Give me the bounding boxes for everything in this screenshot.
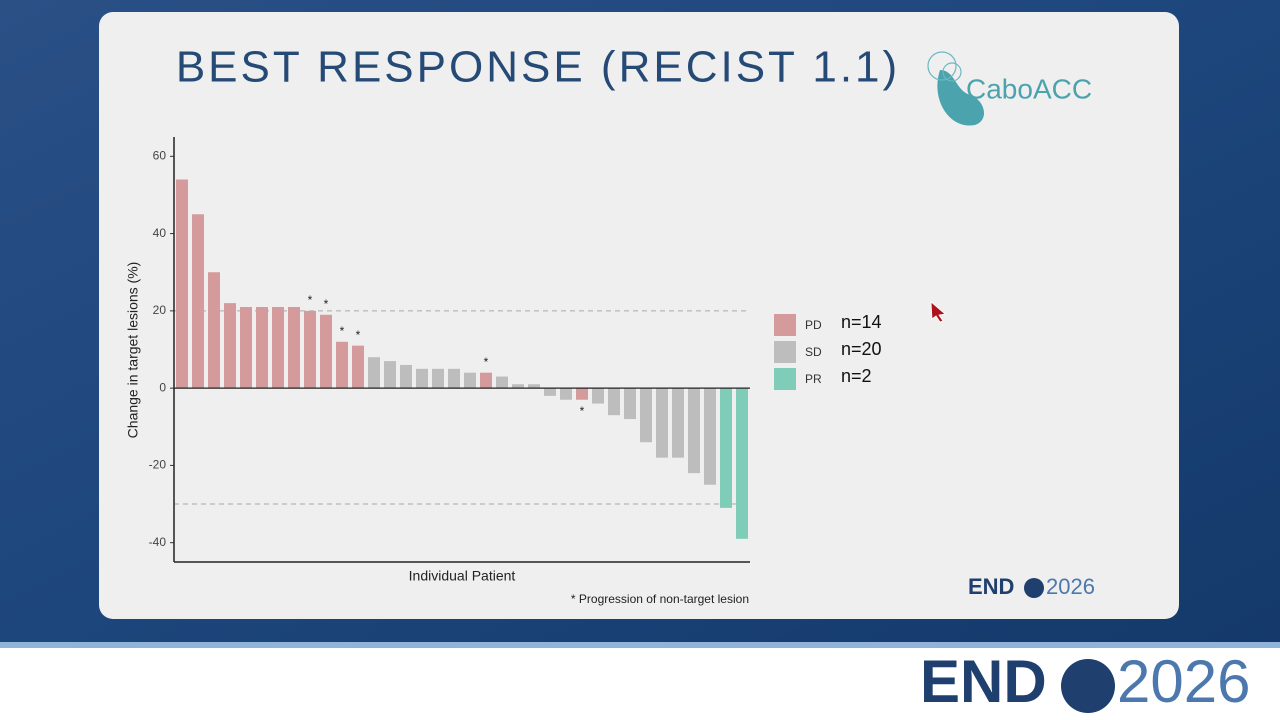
bar bbox=[688, 388, 700, 474]
logo-globe bbox=[1024, 578, 1044, 598]
bar bbox=[640, 388, 652, 443]
flag-label: * bbox=[484, 355, 489, 369]
bar bbox=[656, 388, 668, 458]
bar bbox=[368, 357, 380, 389]
flag-label: * bbox=[308, 293, 313, 307]
bar bbox=[256, 307, 268, 389]
legend-swatch bbox=[774, 368, 796, 390]
y-tick-label: 60 bbox=[153, 148, 167, 162]
bar bbox=[304, 310, 316, 389]
stripe bbox=[0, 642, 1280, 648]
logo-text: CaboACC bbox=[966, 73, 1092, 104]
logo-word: END bbox=[968, 574, 1014, 599]
bar bbox=[496, 376, 508, 389]
bar bbox=[288, 307, 300, 389]
legend-count: n=2 bbox=[841, 366, 872, 386]
y-tick-label: 20 bbox=[153, 303, 167, 317]
legend-label: SD bbox=[805, 345, 822, 359]
study-logo: CaboACC bbox=[927, 51, 1092, 126]
y-axis-label: Change in target lesions (%) bbox=[125, 262, 141, 439]
bar bbox=[176, 179, 188, 389]
legend-label: PD bbox=[805, 318, 822, 332]
bar bbox=[560, 388, 572, 400]
bar bbox=[336, 341, 348, 389]
logo-ring bbox=[927, 51, 957, 81]
bar bbox=[576, 388, 588, 400]
logo-year: 2026 bbox=[1117, 648, 1250, 715]
bar bbox=[624, 388, 636, 420]
bar bbox=[240, 307, 252, 389]
bar bbox=[320, 314, 332, 389]
endo-logo-large: END 2026 bbox=[920, 648, 1250, 715]
bar bbox=[592, 388, 604, 404]
bar bbox=[528, 384, 540, 389]
slide-card bbox=[99, 12, 1179, 619]
bar bbox=[464, 372, 476, 389]
logo-ring bbox=[942, 62, 962, 82]
bar bbox=[448, 368, 460, 389]
bar bbox=[512, 384, 524, 389]
bar bbox=[208, 272, 220, 389]
endo-logo-small: END 2026 bbox=[968, 574, 1095, 599]
flag-label: * bbox=[356, 328, 361, 342]
bar bbox=[736, 388, 748, 539]
logo-shape bbox=[937, 70, 985, 126]
logo-globe bbox=[1061, 659, 1115, 713]
bar bbox=[704, 388, 716, 485]
bar bbox=[192, 214, 204, 389]
legend-swatch bbox=[774, 341, 796, 363]
logo-year: 2026 bbox=[1046, 574, 1095, 599]
y-tick-label: -40 bbox=[149, 535, 167, 549]
mouse-cursor bbox=[930, 301, 946, 323]
bar bbox=[720, 388, 732, 508]
y-tick-label: 0 bbox=[159, 380, 166, 394]
y-tick-label: 40 bbox=[153, 226, 167, 240]
flag-label: * bbox=[324, 297, 329, 311]
legend-count: n=20 bbox=[841, 339, 882, 359]
bar bbox=[608, 388, 620, 416]
legend-swatch bbox=[774, 314, 796, 336]
bar bbox=[672, 388, 684, 458]
bar bbox=[400, 364, 412, 389]
bar bbox=[544, 388, 556, 396]
bar bbox=[480, 372, 492, 389]
bar bbox=[352, 345, 364, 389]
legend-count: n=14 bbox=[841, 312, 882, 332]
legend-label: PR bbox=[805, 372, 822, 386]
flag-label: * bbox=[580, 404, 585, 418]
bar bbox=[432, 368, 444, 389]
slide-title: BEST RESPONSE (RECIST 1.1) bbox=[176, 43, 900, 92]
y-tick-label: -20 bbox=[149, 458, 167, 472]
logo-word: END bbox=[920, 648, 1047, 715]
bar bbox=[224, 303, 236, 389]
footnote: * Progression of non-target lesion bbox=[571, 592, 749, 606]
bar bbox=[272, 307, 284, 389]
x-axis-label: Individual Patient bbox=[409, 568, 516, 584]
flag-label: * bbox=[340, 324, 345, 338]
bar bbox=[384, 361, 396, 389]
bar bbox=[416, 368, 428, 389]
